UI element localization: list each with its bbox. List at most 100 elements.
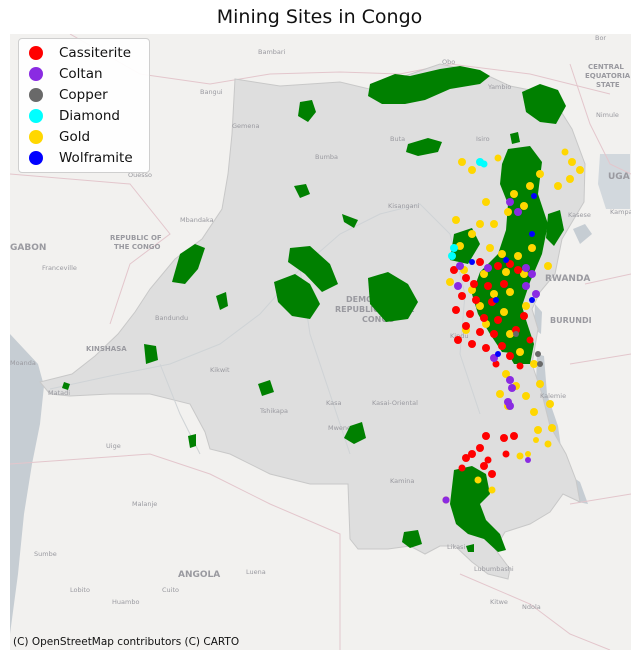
gold-site[interactable] (530, 360, 538, 368)
coltan-site[interactable] (456, 262, 464, 270)
gold-site[interactable] (476, 220, 484, 228)
gold-site[interactable] (516, 348, 524, 356)
gold-site[interactable] (468, 166, 476, 174)
coltan-site[interactable] (528, 270, 536, 278)
cassiterite-site[interactable] (514, 266, 522, 274)
gold-site[interactable] (536, 170, 544, 178)
gold-site[interactable] (496, 390, 504, 398)
gold-site[interactable] (468, 230, 476, 238)
coltan-site[interactable] (532, 290, 540, 298)
cassiterite-site[interactable] (484, 282, 492, 290)
cassiterite-site[interactable] (510, 432, 518, 440)
gold-site[interactable] (476, 302, 484, 310)
gold-site[interactable] (506, 330, 514, 338)
gold-site[interactable] (510, 190, 518, 198)
cassiterite-site[interactable] (470, 280, 478, 288)
cassiterite-site[interactable] (450, 266, 458, 274)
cassiterite-site[interactable] (506, 352, 514, 360)
cassiterite-site[interactable] (462, 274, 470, 282)
gold-site[interactable] (458, 158, 466, 166)
cassiterite-site[interactable] (480, 462, 488, 470)
cassiterite-site[interactable] (476, 444, 484, 452)
cassiterite-site[interactable] (520, 312, 528, 320)
cassiterite-site[interactable] (458, 292, 466, 300)
gold-site[interactable] (536, 380, 544, 388)
gold-site[interactable] (544, 440, 552, 448)
gold-site[interactable] (544, 262, 552, 270)
wolframite-site[interactable] (503, 257, 509, 263)
gold-site[interactable] (554, 182, 562, 190)
wolframite-site[interactable] (495, 351, 501, 357)
gold-site[interactable] (516, 452, 524, 460)
cassiterite-site[interactable] (502, 450, 510, 458)
gold-site[interactable] (502, 370, 510, 378)
cassiterite-site[interactable] (494, 316, 502, 324)
cassiterite-site[interactable] (462, 454, 470, 462)
gold-site[interactable] (528, 244, 536, 252)
coltan-site[interactable] (522, 282, 530, 290)
gold-site[interactable] (502, 268, 510, 276)
gold-site[interactable] (474, 476, 482, 484)
gold-site[interactable] (494, 154, 502, 162)
cassiterite-site[interactable] (500, 434, 508, 442)
gold-site[interactable] (500, 308, 508, 316)
diamond-site[interactable] (450, 244, 458, 252)
gold-site[interactable] (576, 166, 584, 174)
gold-site[interactable] (498, 250, 506, 258)
cassiterite-site[interactable] (458, 464, 466, 472)
gold-site[interactable] (480, 270, 488, 278)
gold-site[interactable] (446, 278, 454, 286)
gold-site[interactable] (482, 198, 490, 206)
coltan-site[interactable] (506, 198, 514, 206)
copper-site[interactable] (537, 361, 543, 367)
cassiterite-site[interactable] (452, 306, 460, 314)
coltan-site[interactable] (484, 264, 492, 272)
cassiterite-site[interactable] (466, 310, 474, 318)
gold-site[interactable] (452, 216, 460, 224)
cassiterite-site[interactable] (454, 336, 462, 344)
cassiterite-site[interactable] (476, 258, 484, 266)
cassiterite-site[interactable] (490, 330, 498, 338)
gold-site[interactable] (530, 408, 538, 416)
gold-site[interactable] (548, 424, 556, 432)
gold-site[interactable] (561, 148, 569, 156)
coltan-site[interactable] (506, 402, 514, 410)
cassiterite-site[interactable] (468, 340, 476, 348)
coltan-site[interactable] (506, 376, 514, 384)
gold-site[interactable] (568, 158, 576, 166)
diamond-site[interactable] (480, 160, 488, 168)
cassiterite-site[interactable] (472, 296, 480, 304)
cassiterite-site[interactable] (482, 432, 490, 440)
coltan-site[interactable] (442, 496, 450, 504)
gold-site[interactable] (514, 252, 522, 260)
wolframite-site[interactable] (493, 297, 499, 303)
coltan-site[interactable] (514, 208, 522, 216)
cassiterite-site[interactable] (500, 280, 508, 288)
cassiterite-site[interactable] (482, 344, 490, 352)
cassiterite-site[interactable] (480, 314, 488, 322)
coltan-site[interactable] (525, 457, 531, 463)
cassiterite-site[interactable] (526, 336, 534, 344)
wolframite-site[interactable] (529, 297, 535, 303)
cassiterite-site[interactable] (488, 470, 496, 478)
gold-site[interactable] (486, 244, 494, 252)
cassiterite-site[interactable] (498, 342, 506, 350)
wolframite-site[interactable] (531, 193, 537, 199)
gold-site[interactable] (525, 451, 531, 457)
diamond-site[interactable] (448, 252, 456, 260)
copper-site[interactable] (535, 351, 541, 357)
gold-site[interactable] (506, 288, 514, 296)
gold-site[interactable] (522, 302, 530, 310)
cassiterite-site[interactable] (516, 362, 524, 370)
wolframite-site[interactable] (469, 259, 475, 265)
cassiterite-site[interactable] (494, 262, 502, 270)
gold-site[interactable] (566, 175, 574, 183)
cassiterite-site[interactable] (492, 360, 500, 368)
coltan-site[interactable] (454, 282, 462, 290)
gold-site[interactable] (526, 182, 534, 190)
cassiterite-site[interactable] (468, 450, 476, 458)
cassiterite-site[interactable] (476, 328, 484, 336)
gold-site[interactable] (520, 202, 528, 210)
gold-site[interactable] (546, 400, 554, 408)
gold-site[interactable] (490, 220, 498, 228)
